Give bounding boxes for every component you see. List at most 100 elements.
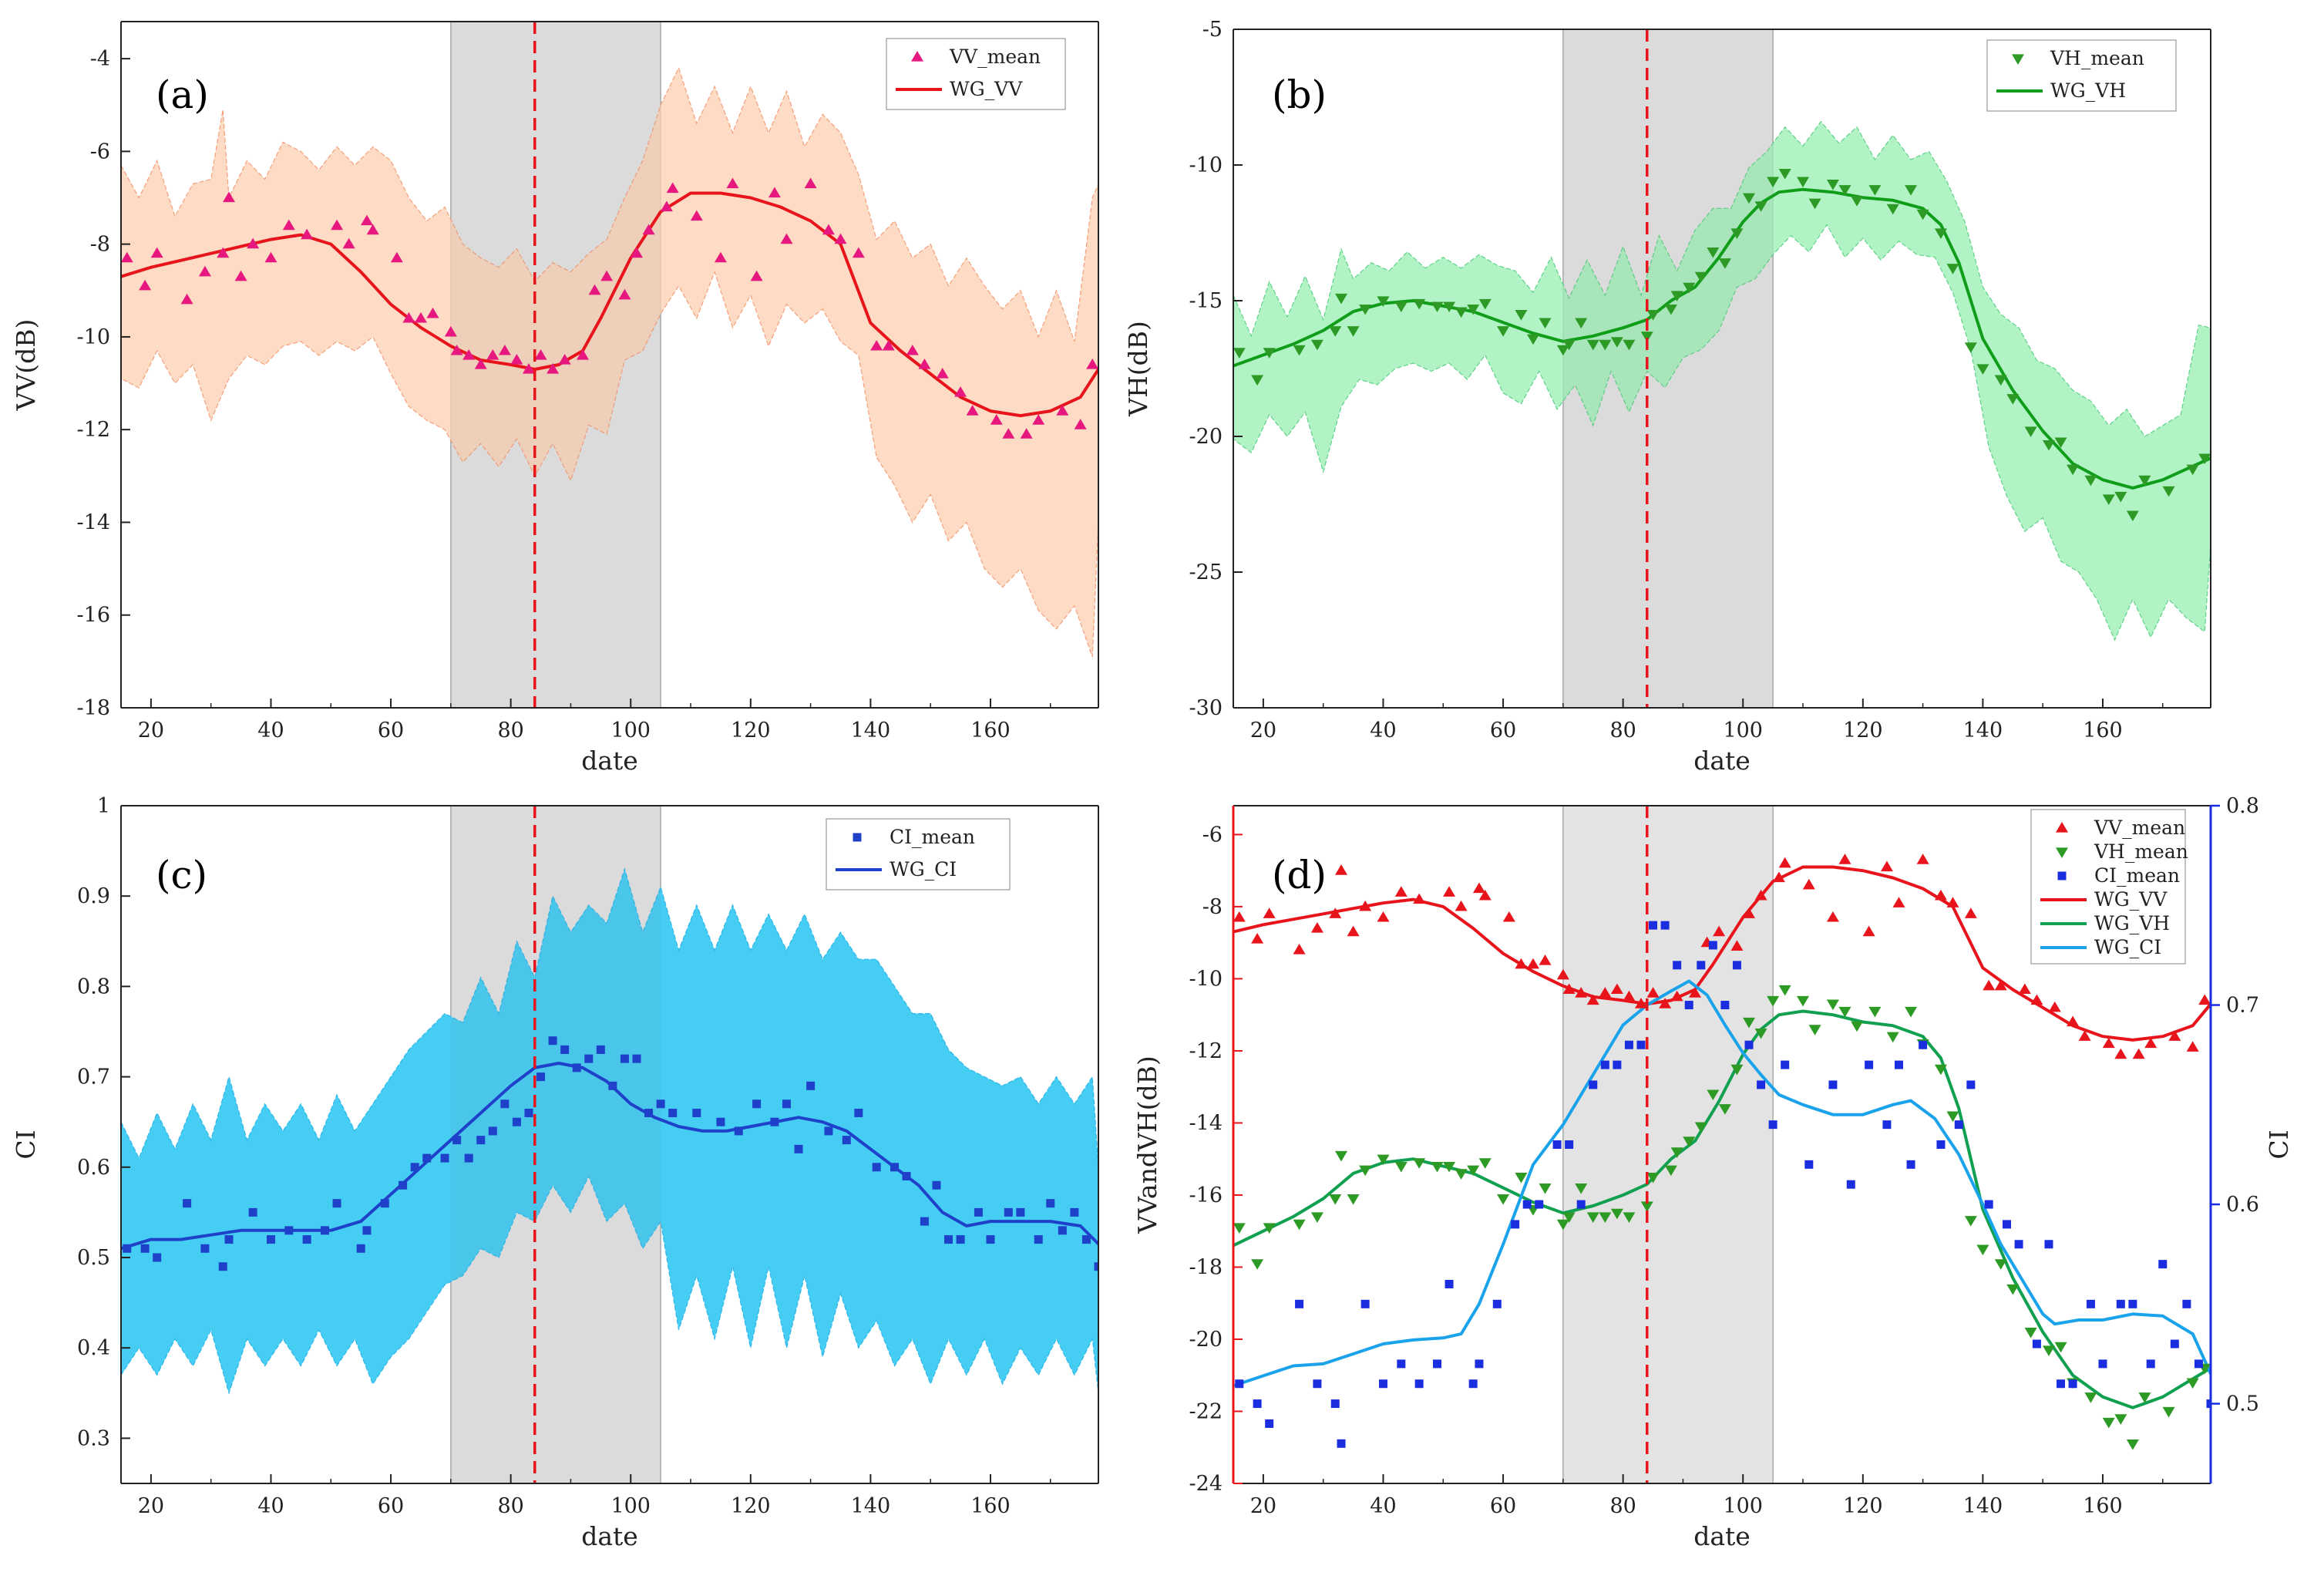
data-point bbox=[2006, 1284, 2020, 1295]
data-point bbox=[1732, 961, 1741, 970]
data-point bbox=[1636, 1040, 1646, 1049]
x-tick-label: 100 bbox=[1723, 1494, 1763, 1518]
data-point bbox=[536, 1072, 546, 1082]
data-point bbox=[2084, 1392, 2097, 1403]
data-point bbox=[1539, 1184, 1552, 1194]
y-tick-label: -22 bbox=[1189, 1399, 1223, 1423]
data-point bbox=[1251, 375, 1264, 386]
data-point bbox=[140, 1244, 150, 1253]
data-point bbox=[1610, 1208, 1623, 1220]
y-tick-label: 0.6 bbox=[77, 1156, 110, 1180]
x-tick-label: 20 bbox=[1250, 719, 1276, 742]
y-tick-label: -14 bbox=[77, 510, 110, 534]
data-point bbox=[1251, 1259, 1264, 1270]
data-point bbox=[1623, 339, 1636, 351]
data-point bbox=[331, 219, 344, 231]
data-point bbox=[1894, 1060, 1903, 1069]
data-point bbox=[1664, 1165, 1677, 1177]
data-point bbox=[2114, 1048, 2127, 1059]
panel-c: 20 40 60 80 100 120 140 160 date 0.3 0.4 0.5 0.6 0.7 0… bbox=[11, 794, 1099, 1551]
data-point bbox=[2198, 994, 2211, 1005]
data-point bbox=[752, 1099, 762, 1109]
data-point bbox=[266, 1235, 275, 1244]
data-point bbox=[1329, 1194, 1342, 1205]
data-point bbox=[1976, 1244, 1989, 1256]
x-axis-label: date bbox=[581, 746, 638, 776]
data-point bbox=[1983, 979, 1996, 991]
data-point bbox=[1556, 1219, 1569, 1231]
data-point bbox=[666, 182, 679, 194]
data-point bbox=[1599, 987, 1612, 998]
data-point bbox=[1359, 900, 1372, 911]
data-point bbox=[1946, 264, 1959, 274]
data-point bbox=[1964, 1216, 1977, 1227]
legend: VV_mean WG_VV bbox=[886, 38, 1066, 110]
data-point bbox=[750, 270, 763, 281]
legend-label: CI_mean bbox=[890, 826, 975, 848]
data-point bbox=[1610, 337, 1623, 348]
data-point bbox=[2078, 1030, 2091, 1041]
data-point bbox=[644, 1108, 654, 1117]
data-point bbox=[2044, 1240, 2053, 1249]
data-point bbox=[596, 1045, 605, 1054]
legend-label: VV_mean bbox=[2094, 817, 2185, 839]
data-point bbox=[1455, 307, 1468, 318]
data-point bbox=[1443, 1161, 1456, 1173]
legend-box bbox=[826, 818, 1011, 891]
data-point bbox=[632, 1054, 641, 1063]
data-point bbox=[1413, 1158, 1426, 1169]
data-point bbox=[1310, 1212, 1323, 1224]
data-point bbox=[1757, 1080, 1766, 1089]
data-point bbox=[1868, 185, 1882, 196]
data-point bbox=[123, 1244, 132, 1253]
data-point bbox=[1377, 296, 1390, 307]
x-axis-label: date bbox=[581, 1521, 638, 1551]
y-tick-label: -16 bbox=[77, 604, 110, 628]
data-point bbox=[1046, 1199, 1055, 1208]
data-point bbox=[842, 1136, 851, 1145]
x-tick-label: 100 bbox=[610, 719, 651, 742]
data-point bbox=[1562, 1212, 1576, 1224]
data-point bbox=[1994, 1259, 2007, 1270]
data-point bbox=[824, 1126, 833, 1136]
data-point bbox=[2114, 1414, 2127, 1425]
data-point bbox=[366, 224, 379, 235]
series-line-wg-ci bbox=[121, 1062, 1098, 1251]
marker-group-vh-mean bbox=[1233, 985, 2211, 1450]
data-point bbox=[1646, 987, 1660, 998]
data-point bbox=[444, 325, 457, 337]
data-point bbox=[1713, 925, 1726, 937]
data-point bbox=[510, 353, 523, 365]
data-point bbox=[1610, 983, 1623, 995]
data-point bbox=[410, 1163, 419, 1172]
y-tick-label: 0.4 bbox=[77, 1336, 110, 1360]
data-point bbox=[1086, 359, 1098, 369]
data-point bbox=[1828, 1080, 1838, 1089]
marker-group-vh-mean bbox=[1233, 168, 2211, 522]
data-point bbox=[1455, 900, 1468, 911]
data-point bbox=[218, 1262, 227, 1271]
data-point bbox=[1526, 958, 1539, 969]
y-tick-label: -8 bbox=[1202, 895, 1223, 919]
data-point bbox=[726, 177, 739, 189]
y-tick-label: -12 bbox=[77, 418, 110, 442]
data-point bbox=[906, 344, 919, 355]
legend-label: VH_mean bbox=[2094, 840, 2188, 863]
x-tick-label: 120 bbox=[1843, 1494, 1883, 1518]
data-point bbox=[462, 348, 476, 360]
data-point bbox=[1522, 1200, 1532, 1209]
data-point bbox=[399, 1180, 408, 1190]
data-point bbox=[1768, 1120, 1777, 1130]
data-point bbox=[1492, 1299, 1502, 1308]
data-point bbox=[1539, 955, 1552, 965]
data-point bbox=[986, 1235, 995, 1244]
data-point bbox=[780, 233, 793, 244]
y-tick-label: -14 bbox=[1189, 1111, 1223, 1135]
data-point bbox=[600, 270, 614, 281]
data-point bbox=[944, 1235, 953, 1244]
data-point bbox=[1826, 999, 1839, 1011]
data-point bbox=[1640, 332, 1653, 342]
data-point bbox=[548, 1036, 557, 1045]
y-tick-label: -20 bbox=[1189, 425, 1223, 449]
series-line-wg-vv bbox=[1233, 865, 2211, 1042]
